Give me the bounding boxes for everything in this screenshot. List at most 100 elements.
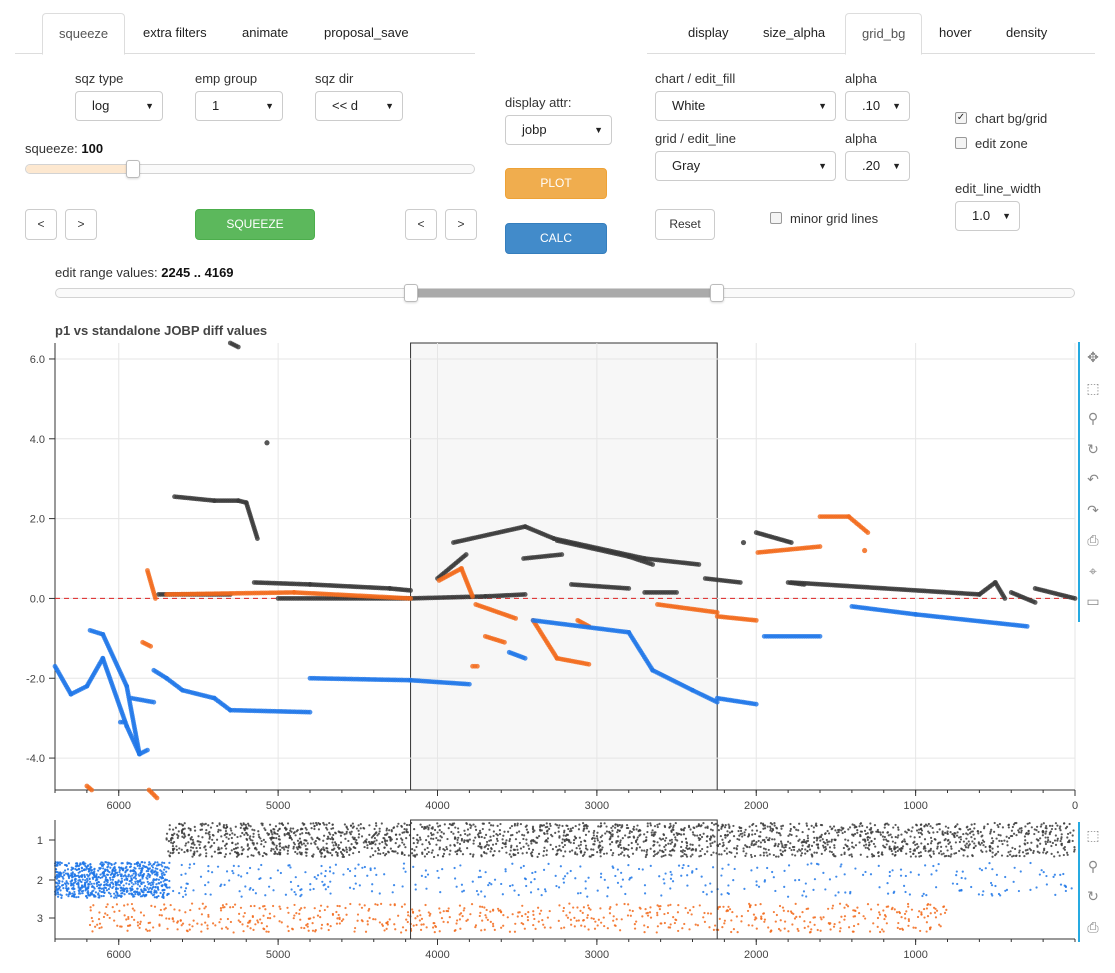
overview-point (743, 831, 746, 834)
overview-point (705, 839, 708, 843)
overview-point (1048, 824, 1052, 827)
overview-point (355, 842, 358, 845)
tab-display[interactable]: display (688, 25, 729, 40)
overview-point (136, 883, 140, 886)
overview-point (236, 842, 239, 845)
main-scatter-plot[interactable]: 6000 5000 4000 3000 2000 1000 06.04.02.00.0-2.… (0, 330, 1115, 820)
tab-squeeze[interactable]: squeeze (42, 13, 126, 55)
chart-bg-checkbox[interactable]: ✓ (955, 112, 967, 124)
sqz-dir-select[interactable]: << d ▼ (315, 91, 403, 121)
next-button[interactable]: > (65, 209, 97, 240)
next2-button[interactable]: > (445, 209, 477, 240)
overview-point (838, 921, 841, 924)
overview-point (948, 841, 952, 844)
overview-point (883, 826, 886, 829)
prev2-button[interactable]: < (405, 209, 437, 240)
overview-point (316, 914, 320, 917)
overview-point (279, 848, 282, 852)
overview-point (992, 839, 995, 843)
overview-point (890, 849, 893, 853)
overview-point (599, 835, 602, 839)
overview-point (175, 848, 178, 851)
overview-point (632, 828, 635, 831)
overview-point (514, 853, 517, 856)
overview-point (932, 852, 935, 855)
overview-point (1020, 827, 1023, 830)
edit-range-handle-high[interactable] (710, 284, 725, 302)
overview-point (972, 833, 975, 836)
overview-point (349, 833, 352, 836)
overview-point (959, 828, 962, 831)
alpha2-select[interactable]: .20 ▼ (845, 151, 910, 181)
overview-point (696, 834, 699, 837)
overview-point (649, 906, 652, 909)
overview-point (991, 837, 994, 840)
overview-point (592, 917, 595, 920)
alpha1-select[interactable]: .10 ▼ (845, 91, 910, 121)
reset-button[interactable]: Reset (655, 209, 715, 240)
grid-line-select[interactable]: Gray ▼ (655, 151, 836, 181)
overview-point (843, 873, 846, 876)
overview-point (204, 892, 207, 896)
data-point (137, 751, 142, 757)
prev-button[interactable]: < (25, 209, 57, 240)
edit-zone-checkbox[interactable] (955, 137, 967, 149)
overview-point (608, 912, 612, 915)
plot-button[interactable]: PLOT (505, 168, 607, 199)
tab-density[interactable]: density (1006, 25, 1048, 40)
minor-grid-checkbox[interactable] (770, 212, 782, 224)
overview-point (876, 925, 879, 928)
display-attr-select[interactable]: jobp ▼ (505, 115, 612, 145)
overview-point (652, 844, 655, 847)
sqz-type-select[interactable]: log ▼ (75, 91, 163, 121)
tab-size-alpha[interactable]: size_alpha (763, 25, 826, 40)
emp-group-select[interactable]: 1 ▼ (195, 91, 283, 121)
overview-point (671, 880, 675, 883)
overview-point (609, 835, 612, 839)
tab-extra-filters[interactable]: extra filters (143, 25, 207, 40)
overview-point (276, 848, 279, 851)
overview-point (204, 822, 207, 826)
overview-point (645, 836, 648, 839)
overview-point (1024, 825, 1027, 828)
squeeze-slider[interactable] (25, 164, 475, 174)
calc-button[interactable]: CALC (505, 223, 607, 254)
overview-point (863, 829, 867, 832)
data-point (559, 552, 565, 557)
tab-proposal-save[interactable]: proposal_save (324, 25, 409, 40)
overview-point (1042, 830, 1045, 833)
overview-point (304, 831, 308, 835)
squeeze-button[interactable]: SQUEEZE (195, 209, 315, 240)
chart-fill-select[interactable]: White ▼ (655, 91, 836, 121)
overview-point (682, 833, 686, 836)
overview-point (485, 843, 489, 846)
data-point (714, 609, 720, 615)
edit-line-width-select[interactable]: 1.0 ▼ (955, 201, 1020, 231)
overview-point (901, 840, 904, 843)
squeeze-slider-handle[interactable] (126, 160, 140, 178)
overview-point (501, 846, 504, 850)
overview-point (940, 845, 943, 848)
overview-point (1058, 827, 1061, 830)
overview-point (1063, 884, 1066, 887)
overview-point (1053, 873, 1056, 876)
overview-point (1073, 846, 1076, 849)
overview-point (843, 852, 846, 856)
overview-point (542, 854, 545, 857)
overview-point (756, 866, 759, 869)
overview-point (600, 872, 603, 875)
overview-point (1040, 823, 1043, 826)
edit-range-handle-low[interactable] (403, 284, 418, 302)
overview-point (320, 872, 323, 875)
tab-animate[interactable]: animate (242, 25, 289, 40)
overview-point (324, 869, 327, 873)
tab-grid-bg[interactable]: grid_bg (845, 13, 923, 55)
overview-point (920, 833, 924, 836)
edit-range-slider[interactable] (55, 288, 1075, 298)
overview-point (340, 831, 343, 834)
tab-hover[interactable]: hover (939, 25, 972, 40)
overview-point (843, 918, 846, 921)
overview-point (826, 840, 829, 844)
overview-point (187, 827, 190, 830)
